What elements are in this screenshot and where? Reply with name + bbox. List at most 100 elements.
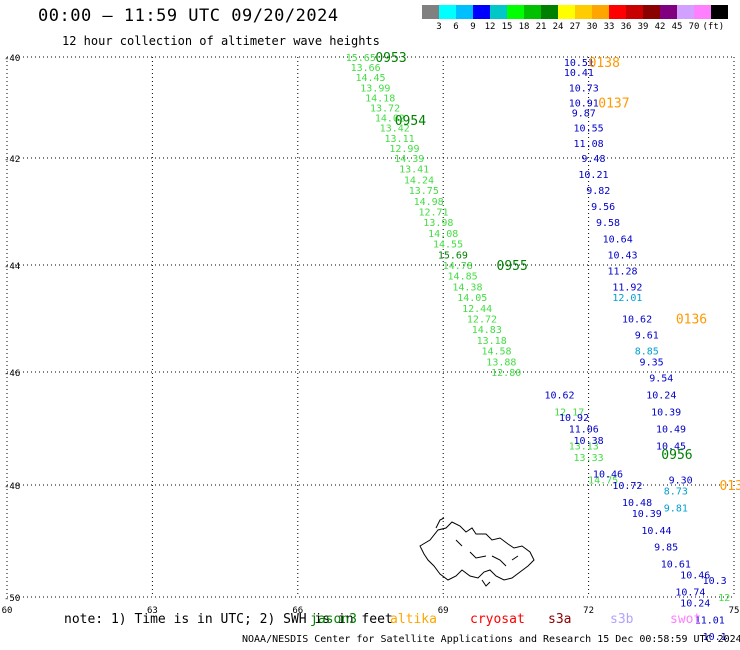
- legend-swatch: [592, 5, 609, 19]
- legend-tick-label: 70: [688, 22, 700, 32]
- legend-swatch: [626, 5, 643, 19]
- lat-tick-label: -40: [4, 54, 20, 64]
- lon-tick-label: 66: [292, 606, 303, 616]
- swh-value-label: 13.18: [477, 336, 507, 347]
- swh-value-label: 10.39: [632, 509, 662, 520]
- legend-swatch: [524, 5, 541, 19]
- swh-value-label: 11.92: [612, 282, 642, 293]
- pass-id-label: 0136: [676, 313, 707, 328]
- legend-tick-label: 12: [484, 22, 496, 32]
- legend-tick-label: 9: [470, 22, 476, 32]
- swh-value-label: 10.92: [559, 413, 589, 424]
- legend-tick-label: 27: [569, 22, 581, 32]
- pass-id-label: 0953: [375, 51, 406, 66]
- legend-swatch: [609, 5, 626, 19]
- swh-value-label: 12.99: [389, 144, 419, 155]
- legend-tick-label: 24: [552, 22, 564, 32]
- swh-value-label: 9.30: [669, 475, 693, 486]
- pass-id-label: 013: [719, 479, 740, 494]
- legend-tick-label: 6: [453, 22, 459, 32]
- pass-id-label: 0954: [395, 114, 426, 129]
- swh-value-label: 9.82: [586, 186, 610, 197]
- legend-tick-label: 18: [518, 22, 530, 32]
- swh-value-label: 14.75: [588, 475, 618, 486]
- legend-tick-label: 3: [436, 22, 442, 32]
- legend-tick-label: 39: [637, 22, 649, 32]
- legend-swatch: [643, 5, 660, 19]
- map-title: 00:00 – 11:59 UTC 09/20/2024: [38, 6, 339, 26]
- swh-value-label: 10.46: [593, 470, 623, 481]
- swh-value-label: 13.75: [409, 186, 439, 197]
- kerguelen-island: [419, 517, 535, 587]
- lat-tick-label: -42: [4, 155, 20, 165]
- swh-value-label: 14.85: [448, 272, 478, 283]
- swh-value-label: 14.18: [365, 93, 395, 104]
- wave-height-tracks: 15.6513.6614.4513.9914.1813.7214.0213.42…: [346, 53, 732, 650]
- legend-swatch: [575, 5, 592, 19]
- swh-value-label: 9.35: [640, 357, 664, 368]
- swh-value-label: 9.81: [664, 503, 688, 514]
- swh-value-label: 10.44: [641, 526, 671, 537]
- swh-value-label: 10.51: [564, 58, 594, 69]
- swh-value-label: 13.11: [385, 134, 415, 145]
- swh-value-label: 9.56: [591, 202, 615, 213]
- swh-value-label: 9.48: [581, 154, 605, 165]
- swh-value-label: 10.39: [651, 408, 681, 419]
- swh-value-label: 14.55: [433, 240, 463, 251]
- swh-value-label: 9.54: [649, 374, 673, 385]
- satellite-altika: altika: [390, 612, 437, 627]
- swh-value-label: 13.99: [360, 83, 390, 94]
- lon-tick-label: 75: [729, 606, 740, 616]
- legend-swatch: [473, 5, 490, 19]
- legend-tick-label: 36: [620, 22, 632, 32]
- pass-id-label: 0956: [661, 448, 692, 463]
- satellite-swot: swot: [670, 612, 702, 627]
- legend-swatch: [507, 5, 524, 19]
- swh-value-label: 12.01: [612, 293, 642, 304]
- swh-value-label: 13.98: [423, 218, 453, 229]
- swh-value-label: 10.74: [675, 587, 705, 598]
- pass-id-label: 0955: [497, 259, 528, 274]
- lon-tick-label: 69: [438, 606, 449, 616]
- swh-value-label: 13.72: [370, 104, 400, 115]
- swh-value-label: 10.46: [680, 571, 710, 582]
- legend-tick-label: (ft): [702, 22, 725, 32]
- swh-value-label: 13.13: [569, 441, 599, 452]
- map-subtitle: 12 hour collection of altimeter wave hei…: [62, 34, 380, 48]
- swh-value-label: 9.87: [572, 109, 596, 120]
- legend-swatch: [439, 5, 456, 19]
- pass-id-label: 0137: [598, 96, 629, 111]
- pass-labels: 0953 0954 0955 0956 0138 0137 0136 013: [375, 51, 740, 494]
- swh-value-label: 10.45: [656, 441, 686, 452]
- swh-value-label: 10.62: [622, 315, 652, 326]
- legend-swatch: [422, 5, 439, 19]
- legend-swatch: [541, 5, 558, 19]
- legend-swatch: [558, 5, 575, 19]
- swh-value-label: 14.98: [414, 197, 444, 208]
- lat-tick-label: -44: [4, 262, 20, 272]
- swh-value-label: 12.71: [418, 208, 448, 219]
- lon-tick-label: 72: [583, 606, 594, 616]
- swh-value-label: 13.33: [574, 453, 604, 464]
- legend-tick-label: 30: [586, 22, 598, 32]
- swh-value-label: 10.62: [544, 391, 574, 402]
- swh-value-label: 9.85: [654, 543, 678, 554]
- swh-value-label: 15.69: [438, 250, 468, 261]
- swh-value-label: 13.88: [486, 357, 516, 368]
- swh-value-label: 8.73: [664, 487, 688, 498]
- legend-tick-label: 15: [501, 22, 513, 32]
- pass-id-label: 0138: [589, 56, 620, 71]
- swh-value-label: 12.44: [462, 304, 492, 315]
- swh-value-label: 11.08: [574, 139, 604, 150]
- swh-value-label: 14.58: [481, 347, 511, 358]
- legend-tick-label: 33: [603, 22, 615, 32]
- swh-value-label: 9.58: [596, 218, 620, 229]
- swh-value-label: 10.24: [680, 599, 710, 610]
- swh-value-label: 13.42: [380, 124, 410, 135]
- lon-tick-label: 60: [2, 606, 13, 616]
- lon-tick-label: 63: [147, 606, 158, 616]
- legend-tick-label: 21: [535, 22, 547, 32]
- swh-value-label: 9.61: [635, 331, 659, 342]
- swh-value-label: 10.21: [578, 170, 608, 181]
